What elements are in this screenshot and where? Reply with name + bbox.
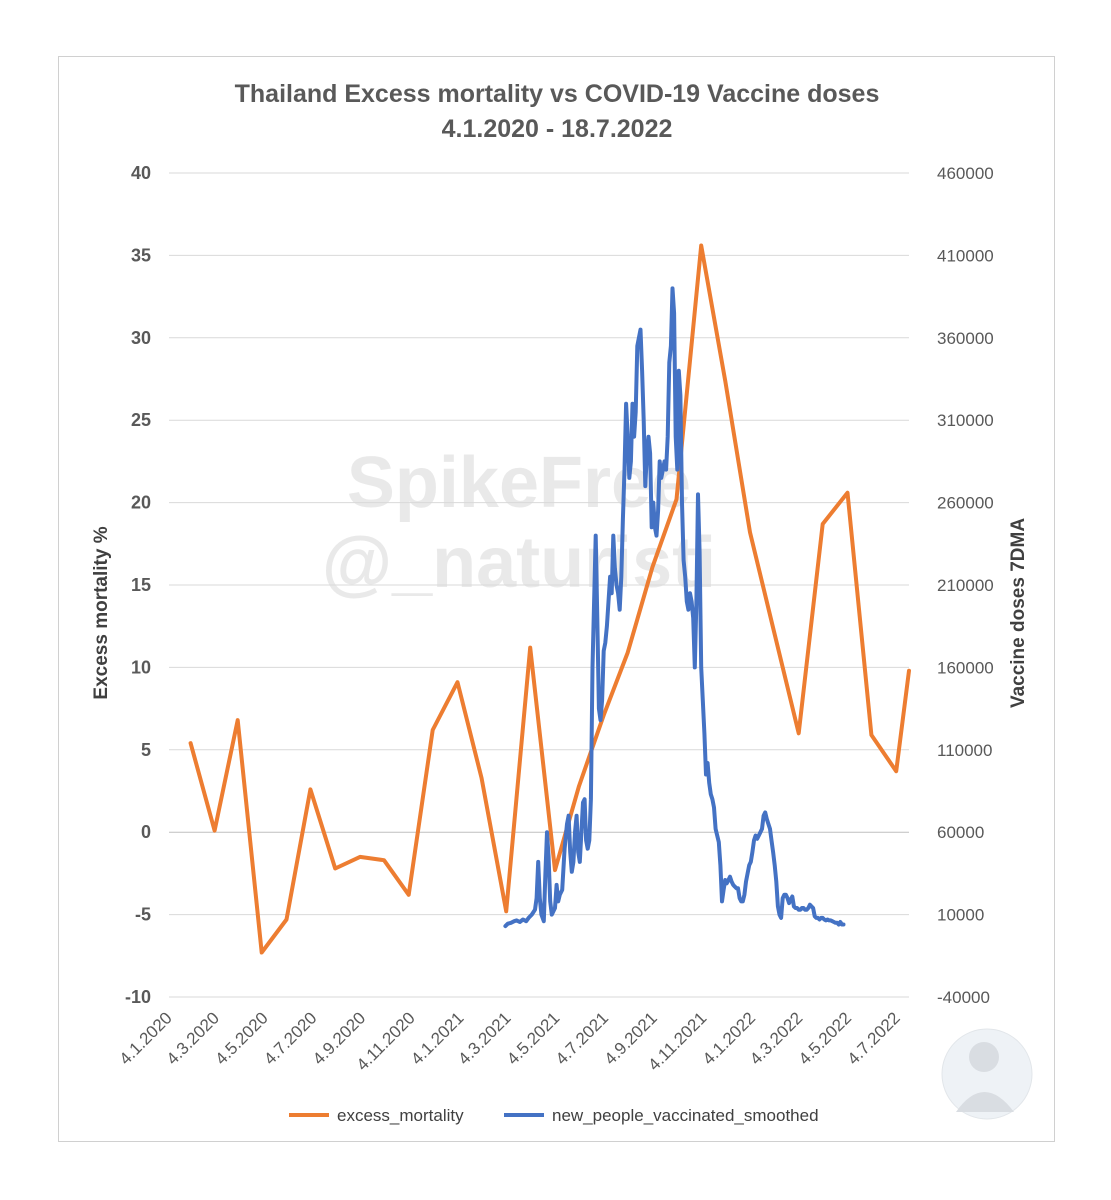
gridlines bbox=[169, 172, 909, 998]
series-lines bbox=[188, 243, 911, 955]
avatar-circle bbox=[941, 1028, 1033, 1120]
legend: excess_mortality new_people_vaccinated_s… bbox=[289, 1106, 819, 1125]
y2-tick-label: 110000 bbox=[937, 741, 992, 760]
y2-tick-label: 210000 bbox=[937, 576, 994, 595]
y-tick-label: 5 bbox=[141, 740, 151, 760]
author-avatar bbox=[941, 1028, 1033, 1120]
y-tick-label: 30 bbox=[131, 328, 151, 348]
y-tick-label: -5 bbox=[135, 905, 151, 925]
chart-subtitle: 4.1.2020 - 18.7.2022 bbox=[442, 115, 673, 143]
x-tick-label: 4.7.2020 bbox=[260, 1008, 320, 1068]
y2-axis-ticks: -40000 10000 60000 110000 160000 210000 260000… bbox=[937, 164, 994, 1007]
y2-tick-label: 60000 bbox=[937, 823, 984, 842]
y-tick-label: -10 bbox=[125, 987, 151, 1007]
chart-frame: Thailand Excess mortality vs COVID-19 Va… bbox=[58, 56, 1055, 1142]
chart-title: Thailand Excess mortality vs COVID-19 Va… bbox=[235, 80, 880, 108]
y2-tick-label: 410000 bbox=[937, 246, 994, 265]
x-tick-label: 4.3.2021 bbox=[454, 1008, 514, 1068]
x-tick-label: 4.7.2021 bbox=[552, 1008, 612, 1068]
x-tick-label: 4.5.2022 bbox=[795, 1008, 855, 1068]
x-tick-label: 4.5.2021 bbox=[503, 1008, 563, 1068]
y2-tick-label: 360000 bbox=[937, 329, 994, 348]
avatar-head bbox=[969, 1042, 999, 1072]
y-tick-label: 40 bbox=[131, 163, 151, 183]
legend-label-vaccine: new_people_vaccinated_smoothed bbox=[552, 1106, 819, 1125]
watermark-line2: @_naturisti bbox=[322, 523, 716, 603]
x-tick-label: 4.3.2022 bbox=[746, 1008, 806, 1068]
x-tick-label: 4.7.2022 bbox=[844, 1008, 904, 1068]
y-tick-label: 20 bbox=[131, 493, 151, 513]
y2-tick-label: 160000 bbox=[937, 658, 994, 677]
x-tick-label: 4.3.2020 bbox=[163, 1008, 223, 1068]
y2-tick-label: 260000 bbox=[937, 494, 994, 513]
y-tick-label: 10 bbox=[131, 657, 151, 677]
y-tick-label: 35 bbox=[131, 245, 151, 265]
y2-tick-label: 10000 bbox=[937, 906, 984, 925]
series-line-excess_mortality bbox=[188, 243, 911, 955]
series-line-new_people_vaccinated_smoothed bbox=[503, 286, 846, 929]
y-tick-label: 15 bbox=[131, 575, 151, 595]
y-axis-label: Excess mortality % bbox=[91, 526, 112, 699]
avatar-body bbox=[956, 1092, 1014, 1112]
y-axis-ticks: -10 -5 0 5 10 15 20 25 30 35 40 bbox=[125, 163, 151, 1007]
y2-axis-label: Vaccine doses 7DMA bbox=[1008, 518, 1029, 708]
chart: Thailand Excess mortality vs COVID-19 Va… bbox=[91, 80, 1033, 1125]
watermark-line1: SpikeFree bbox=[347, 443, 691, 523]
y-tick-label: 0 bbox=[141, 822, 151, 842]
x-tick-label: 4.5.2020 bbox=[211, 1008, 271, 1068]
x-axis-ticks: 4.1.20204.3.20204.5.20204.7.20204.9.2020… bbox=[116, 1008, 904, 1074]
y2-tick-label: -40000 bbox=[937, 988, 990, 1007]
y2-tick-label: 310000 bbox=[937, 411, 994, 430]
y2-tick-label: 460000 bbox=[937, 164, 994, 183]
y-tick-label: 25 bbox=[131, 410, 151, 430]
legend-label-excess: excess_mortality bbox=[337, 1106, 464, 1125]
